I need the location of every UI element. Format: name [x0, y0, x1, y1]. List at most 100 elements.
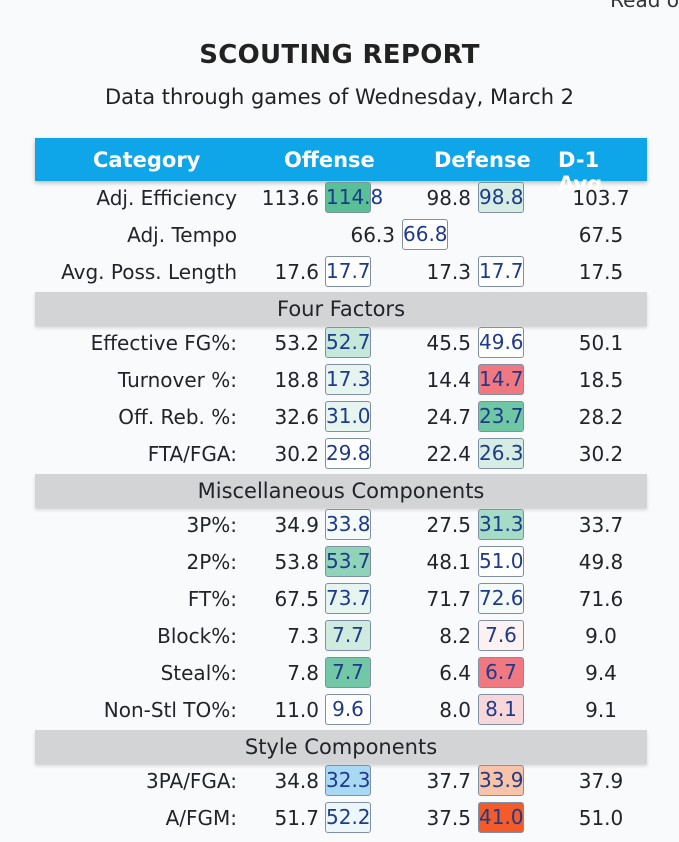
scouting-table: Category Offense Defense D-1 Avg Adj. Ef… [35, 138, 647, 838]
row-category: FTA/FGA: [147, 442, 237, 466]
raw-value: 53.8 [274, 550, 319, 574]
offense-adj-value[interactable]: 7.7 [325, 620, 371, 651]
raw-value: 7.3 [287, 624, 319, 648]
offense-adj-value[interactable]: 52.2 [325, 802, 371, 833]
d1-avg-value: 51.0 [578, 806, 624, 830]
raw-value: 66.3 [350, 223, 395, 247]
offense-adj-value[interactable]: 17.3 [325, 364, 371, 395]
d1-avg-value: 103.7 [572, 186, 630, 210]
d1-avg-value: 9.4 [585, 661, 617, 685]
raw-value: 45.5 [426, 331, 471, 355]
offense-adj-value[interactable]: 114.8 [325, 182, 383, 213]
raw-value: 7.8 [287, 661, 319, 685]
table-header: Category Offense Defense D-1 Avg [35, 138, 647, 196]
tempo-adj-value[interactable]: 66.8 [402, 219, 448, 250]
raw-value: 22.4 [426, 442, 471, 466]
raw-value: 8.2 [439, 624, 471, 648]
defense-adj-value[interactable]: 98.8 [478, 182, 524, 213]
row-category: Non-Stl TO%: [103, 698, 237, 722]
page-title: SCOUTING REPORT [199, 40, 480, 70]
offense-adj-value[interactable]: 9.6 [325, 694, 371, 725]
table-row: Effective FG%: 53.2 52.7 45.5 49.6 50.1 [35, 326, 647, 363]
row-category: Steal%: [160, 661, 237, 685]
d1-avg-value: 33.7 [578, 513, 624, 537]
header-defense[interactable]: Defense [434, 148, 531, 172]
offense-adj-value[interactable]: 32.3 [325, 765, 371, 796]
offense-adj-value[interactable]: 7.7 [325, 657, 371, 688]
header-offense[interactable]: Offense [284, 148, 375, 172]
cutoff-text: Read o [610, 0, 679, 12]
table-row: Adj. Efficiency 113.6 114.8 98.8 98.8 103.7 [35, 181, 647, 218]
defense-adj-value[interactable]: 41.0 [478, 802, 524, 833]
table-row: Avg. Poss. Length 17.6 17.7 17.3 17.7 17.5 [35, 255, 647, 292]
d1-avg-value: 9.0 [585, 624, 617, 648]
table-row: FTA/FGA: 30.2 29.8 22.4 26.3 30.2 [35, 437, 647, 474]
table-row: Adj. Tempo 66.3 66.8 67.5 [35, 218, 647, 255]
table-row: 3P%: 34.9 33.8 27.5 31.3 33.7 [35, 508, 647, 545]
raw-value: 30.2 [274, 442, 319, 466]
defense-adj-value[interactable]: 6.7 [478, 657, 524, 688]
offense-adj-value[interactable]: 17.7 [325, 256, 371, 287]
raw-value: 27.5 [426, 513, 471, 537]
raw-value: 14.4 [426, 368, 471, 392]
offense-adj-value[interactable]: 31.0 [325, 401, 371, 432]
raw-value: 53.2 [274, 331, 319, 355]
table-row: A/FGM: 51.7 52.2 37.5 41.0 51.0 [35, 801, 647, 838]
defense-adj-value[interactable]: 31.3 [478, 509, 524, 540]
defense-adj-value[interactable]: 72.6 [478, 583, 524, 614]
row-category: Block%: [157, 624, 237, 648]
offense-adj-value[interactable]: 53.7 [325, 546, 371, 577]
defense-adj-value[interactable]: 51.0 [478, 546, 524, 577]
offense-adj-value[interactable]: 29.8 [325, 438, 371, 469]
defense-adj-value[interactable]: 17.7 [478, 256, 524, 287]
d1-avg-value: 50.1 [578, 331, 624, 355]
row-category: Effective FG%: [90, 331, 237, 355]
table-row: Non-Stl TO%: 11.0 9.6 8.0 8.1 9.1 [35, 693, 647, 730]
section-header: Style Components [35, 730, 647, 764]
defense-adj-value[interactable]: 33.9 [478, 765, 524, 796]
d1-avg-value: 71.6 [578, 587, 624, 611]
raw-value: 17.6 [274, 260, 319, 284]
table-row: Off. Reb. %: 32.6 31.0 24.7 23.7 28.2 [35, 400, 647, 437]
defense-adj-value[interactable]: 23.7 [478, 401, 524, 432]
table-row: 3PA/FGA: 34.8 32.3 37.7 33.9 37.9 [35, 764, 647, 801]
page-subtitle: Data through games of Wednesday, March 2 [104, 85, 575, 109]
raw-value: 48.1 [426, 550, 471, 574]
row-category: Off. Reb. %: [118, 405, 237, 429]
row-category: 2P%: [186, 550, 237, 574]
section-header: Miscellaneous Components [35, 474, 647, 508]
raw-value: 24.7 [426, 405, 471, 429]
raw-value: 6.4 [439, 661, 471, 685]
offense-adj-value[interactable]: 52.7 [325, 327, 371, 358]
row-category: FT%: [187, 587, 237, 611]
offense-adj-value[interactable]: 73.7 [325, 583, 371, 614]
raw-value: 34.8 [274, 769, 319, 793]
table-row: Turnover %: 18.8 17.3 14.4 14.7 18.5 [35, 363, 647, 400]
raw-value: 113.6 [261, 186, 319, 210]
defense-adj-value[interactable]: 26.3 [478, 438, 524, 469]
d1-avg-value: 17.5 [578, 260, 624, 284]
raw-value: 51.7 [274, 806, 319, 830]
offense-adj-value[interactable]: 33.8 [325, 509, 371, 540]
raw-value: 37.7 [426, 769, 471, 793]
row-category: A/FGM: [165, 806, 237, 830]
row-category: Turnover %: [117, 368, 237, 392]
header-category[interactable]: Category [93, 148, 201, 172]
d1-avg-value: 9.1 [585, 698, 617, 722]
raw-value: 98.8 [426, 186, 471, 210]
table-row: 2P%: 53.8 53.7 48.1 51.0 49.8 [35, 545, 647, 582]
d1-avg-value: 30.2 [578, 442, 624, 466]
defense-adj-value[interactable]: 7.6 [478, 620, 524, 651]
raw-value: 17.3 [426, 260, 471, 284]
header-d1-avg[interactable]: D-1 Avg [558, 148, 603, 196]
raw-value: 71.7 [426, 587, 471, 611]
section-header: Four Factors [35, 292, 647, 326]
d1-avg-value: 49.8 [578, 550, 624, 574]
table-row: Block%: 7.3 7.7 8.2 7.6 9.0 [35, 619, 647, 656]
defense-adj-value[interactable]: 14.7 [478, 364, 524, 395]
defense-adj-value[interactable]: 8.1 [478, 694, 524, 725]
defense-adj-value[interactable]: 49.6 [478, 327, 524, 358]
row-category: Adj. Efficiency [96, 186, 237, 210]
raw-value: 18.8 [274, 368, 319, 392]
raw-value: 8.0 [439, 698, 471, 722]
